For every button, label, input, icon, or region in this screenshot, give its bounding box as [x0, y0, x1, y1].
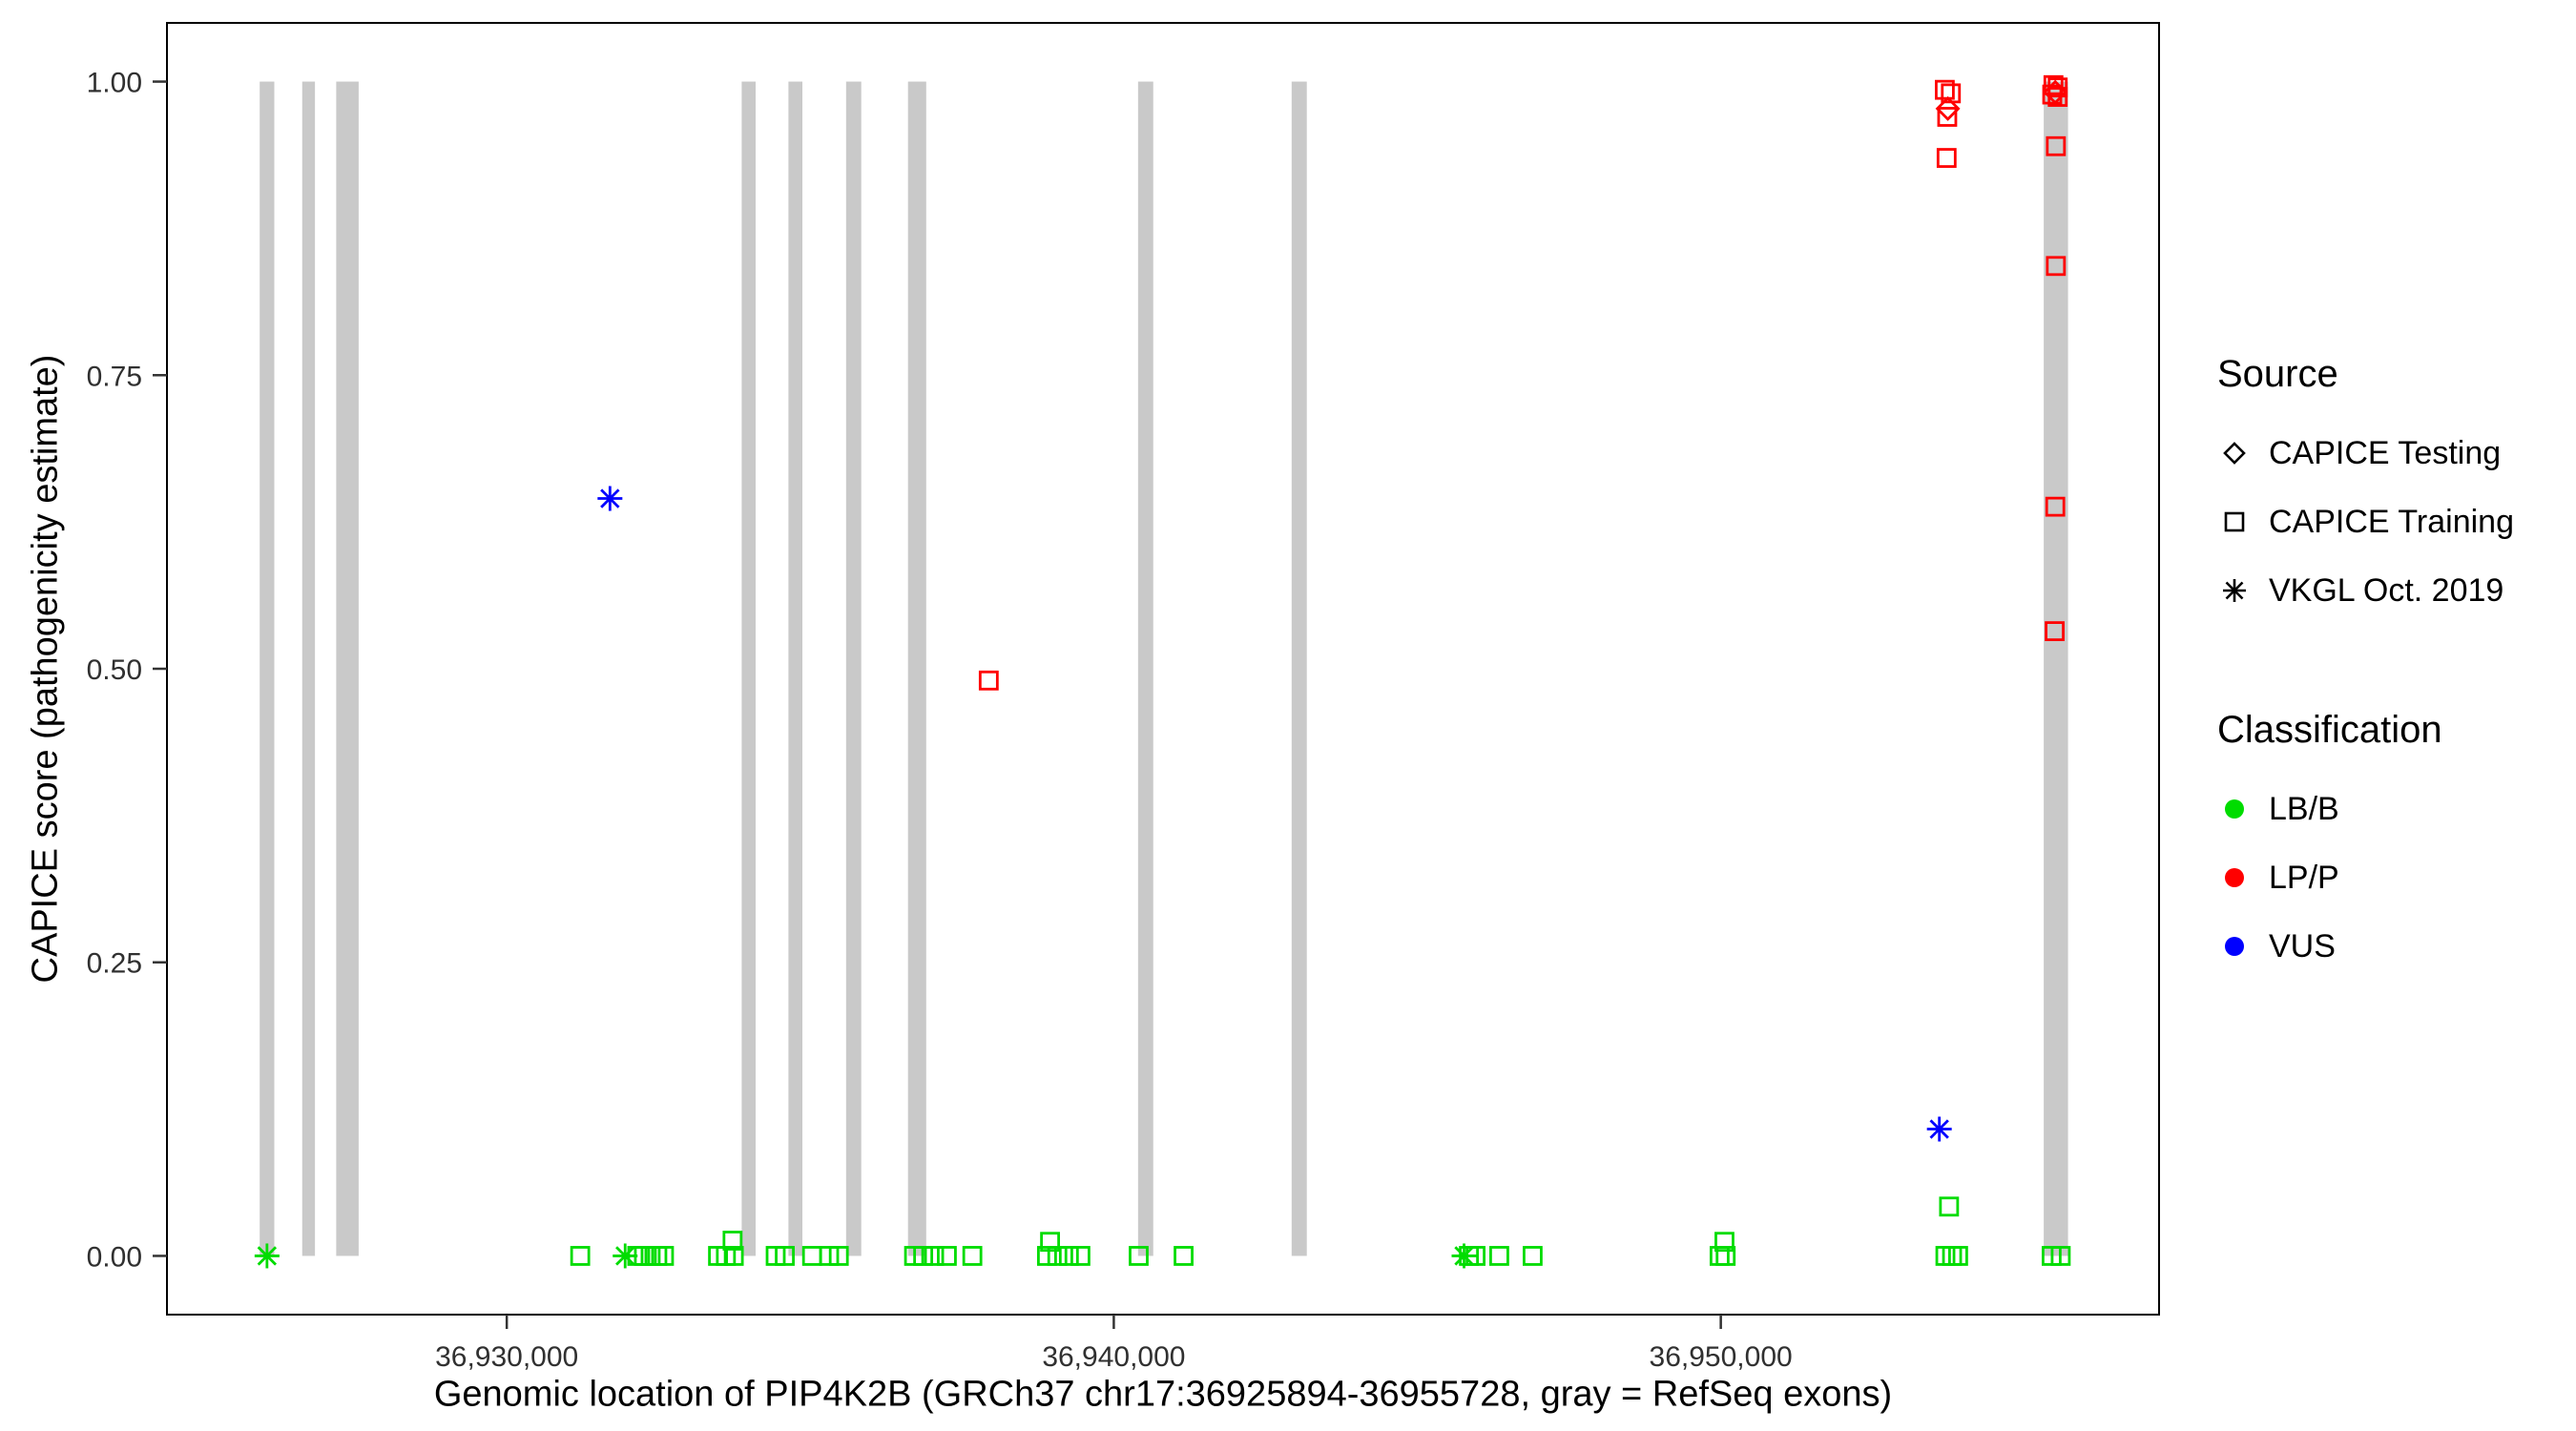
- exon-bar: [260, 81, 275, 1256]
- green-dot-icon: [2225, 799, 2244, 819]
- y-tick-label: 0.50: [87, 654, 142, 686]
- data-point-square: [2050, 1246, 2071, 1266]
- legend-item-label: LP/P: [2269, 859, 2339, 896]
- data-point-square: [1714, 1232, 1735, 1253]
- data-point-square: [1935, 79, 1955, 100]
- data-point-diamond: [1935, 95, 1961, 121]
- exon-bar: [788, 81, 803, 1256]
- exon-bar: [845, 81, 862, 1256]
- data-point-square: [2042, 84, 2063, 105]
- y-tick-label: 1.00: [87, 68, 142, 99]
- blue-dot-icon: [2225, 937, 2244, 956]
- data-point-square: [775, 1246, 795, 1266]
- data-point-square: [1070, 1246, 1091, 1266]
- data-point-square: [1058, 1246, 1079, 1266]
- exon-bar: [2044, 81, 2068, 1256]
- legend-classification-title: Classification: [2217, 709, 2442, 751]
- data-point-asterisk: [615, 1246, 635, 1266]
- legend-item-label: VUS: [2269, 927, 2336, 964]
- data-point-square: [1465, 1246, 1485, 1266]
- data-point-square: [1523, 1246, 1543, 1266]
- x-tick-label: 36,930,000: [435, 1341, 578, 1373]
- square-icon: [2224, 511, 2245, 532]
- data-point-square: [1936, 148, 1957, 168]
- x-tick-label: 36,950,000: [1650, 1341, 1793, 1373]
- legend-item-vus: VUS: [2215, 912, 2576, 981]
- legend-item-vkgl: VKGL Oct. 2019: [2215, 556, 2576, 625]
- data-point-square: [722, 1231, 743, 1251]
- red-dot-icon: [2225, 868, 2244, 887]
- legend-classification-group: Classification LB/B LP/P VUS: [2215, 709, 2576, 981]
- data-point-square: [1037, 1246, 1057, 1266]
- data-point-square: [1948, 1246, 1968, 1266]
- data-point-square: [801, 1246, 822, 1266]
- legend-item-label: CAPICE Training: [2269, 503, 2514, 540]
- data-point-square: [654, 1246, 675, 1266]
- exon-bar: [336, 81, 359, 1256]
- x-tick-label: 36,940,000: [1042, 1341, 1185, 1373]
- asterisk-icon: [2223, 579, 2246, 602]
- panel-border: [166, 22, 2160, 1316]
- legend-item-label: LB/B: [2269, 790, 2339, 827]
- data-point-square: [978, 670, 999, 691]
- exon-bar: [301, 81, 316, 1256]
- data-point-square: [2045, 621, 2065, 642]
- data-point-square: [1129, 1246, 1149, 1266]
- legend-item-capice-testing: CAPICE Testing: [2215, 419, 2576, 487]
- legend-item-lpp: LP/P: [2215, 843, 2576, 912]
- legend-source-group: Source CAPICE Testing CAPICE Training: [2215, 353, 2576, 625]
- data-point-square: [570, 1246, 591, 1266]
- data-point-asterisk: [1929, 1119, 1949, 1139]
- data-point-square: [1942, 1246, 1963, 1266]
- y-tick-label: 0.75: [87, 361, 142, 392]
- legend-item-capice-training: CAPICE Training: [2215, 487, 2576, 556]
- exon-bar: [1137, 81, 1153, 1256]
- data-point-square: [913, 1246, 934, 1266]
- data-point-square: [1715, 1246, 1736, 1266]
- data-point-square: [2046, 135, 2067, 156]
- y-tick-label: 0.00: [87, 1241, 142, 1273]
- data-point-square: [1937, 107, 1958, 127]
- data-point-square: [962, 1246, 983, 1266]
- y-tick-label: 0.25: [87, 948, 142, 980]
- legend-item-label: VKGL Oct. 2019: [2269, 571, 2504, 609]
- data-point-square: [924, 1246, 945, 1266]
- data-point-square: [828, 1246, 849, 1266]
- y-axis-title: CAPICE score (pathogenicity estimate): [25, 354, 66, 984]
- data-point-square: [2046, 256, 2067, 277]
- exon-bar: [1291, 81, 1307, 1256]
- data-point-square: [1489, 1246, 1509, 1266]
- data-point-asterisk: [1454, 1246, 1474, 1266]
- data-point-square: [1935, 1246, 1956, 1266]
- data-point-square: [937, 1246, 957, 1266]
- x-axis-title: Genomic location of PIP4K2B (GRCh37 chr1…: [433, 1374, 1893, 1415]
- legend: Source CAPICE Testing CAPICE Training: [2215, 353, 2576, 981]
- data-point-square: [1174, 1246, 1194, 1266]
- data-point-square: [2047, 87, 2068, 107]
- data-point-square: [723, 1246, 744, 1266]
- data-point-asterisk: [257, 1246, 278, 1266]
- legend-source-title: Source: [2217, 353, 2338, 395]
- exon-bar: [907, 81, 926, 1256]
- diamond-icon: [2223, 442, 2246, 465]
- data-point-asterisk: [600, 488, 620, 508]
- data-point-square: [1047, 1246, 1068, 1266]
- data-point-square: [2045, 496, 2066, 517]
- data-point-square: [1939, 1196, 1960, 1217]
- exon-bar: [741, 81, 757, 1256]
- legend-item-lbb: LB/B: [2215, 775, 2576, 843]
- legend-item-label: CAPICE Testing: [2269, 434, 2502, 471]
